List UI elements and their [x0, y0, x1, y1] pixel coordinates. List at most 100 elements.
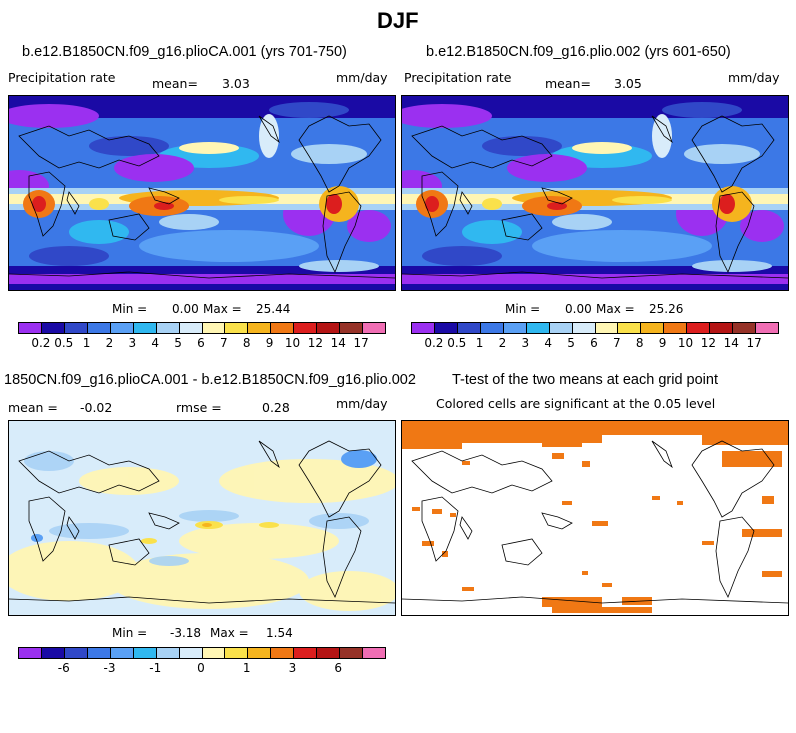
colorbar-cell — [549, 323, 573, 333]
panel3-mean-value: -0.02 — [80, 400, 113, 415]
colorbar-tick-label: 4 — [544, 336, 553, 350]
colorbar-tick-label: -6 — [57, 661, 70, 675]
panel1-title: b.e12.B1850CN.f09_g16.plioCA.001 (yrs 70… — [22, 44, 347, 60]
panel1-variable: Precipitation rate — [8, 70, 116, 85]
colorbar-tick-label: 10 — [677, 336, 694, 350]
colorbar-tick-label: 12 — [700, 336, 717, 350]
colorbar-tick-label: -3 — [103, 661, 116, 675]
colorbar-cell — [87, 323, 111, 333]
panel3-mean-label: mean = — [8, 400, 58, 415]
colorbar-tick-label: 2 — [498, 336, 507, 350]
colorbar-tick-label: 3 — [288, 661, 297, 675]
colorbar-cell — [133, 323, 157, 333]
panel2-title: b.e12.B1850CN.f09_g16.plio.002 (yrs 601-… — [426, 44, 731, 60]
colorbar-cell — [412, 323, 435, 333]
panel1-units: mm/day — [336, 70, 388, 85]
panel2-map — [401, 95, 789, 291]
colorbar-tick-label: 6 — [334, 661, 343, 675]
colorbar-tick-label: 5 — [567, 336, 575, 350]
colorbar-tick-label: -1 — [149, 661, 162, 675]
colorbar-cell — [133, 648, 157, 658]
panel1-mean-label: mean= — [152, 76, 198, 91]
panel3-rmse-value: 0.28 — [262, 400, 290, 415]
panel1-mean-value: 3.03 — [222, 76, 250, 91]
colorbar-tick-label: 9 — [658, 336, 667, 350]
colorbar-tick-label: 0 — [197, 661, 205, 675]
colorbar-tick-label: 1 — [82, 336, 91, 350]
colorbar-cell — [202, 648, 226, 658]
colorbar-cell — [503, 323, 527, 333]
colorbar-cell — [363, 648, 385, 658]
panel2-mean-label: mean= — [545, 76, 591, 91]
panel3-min-label: Min = — [112, 626, 148, 640]
panel4-map — [401, 420, 789, 616]
colorbar-tick-label: 17 — [353, 336, 369, 350]
colorbar-cell — [64, 648, 88, 658]
colorbar-tick-label: 4 — [151, 336, 160, 350]
colorbar-tick-label: 0.2 — [424, 336, 444, 350]
colorbar-cell — [641, 323, 665, 333]
panel2-max-value: 25.26 — [649, 302, 684, 316]
colorbar-cell — [317, 648, 341, 658]
panel3-max-value: 1.54 — [266, 626, 293, 640]
panel2-min-value: 0.00 — [565, 302, 592, 316]
panel3-map — [8, 420, 396, 616]
panel3-max-label: Max = — [210, 626, 249, 640]
colorbar-cell — [41, 648, 65, 658]
colorbar-tick-label: 7 — [613, 336, 621, 350]
colorbar-tick-label: 12 — [307, 336, 324, 350]
colorbar-tick-label: 10 — [284, 336, 301, 350]
colorbar-cell — [340, 648, 364, 658]
figure-title: DJF — [377, 8, 419, 33]
panel4-title: T-test of the two means at each grid poi… — [452, 372, 718, 388]
colorbar-cell — [756, 323, 778, 333]
colorbar-cell — [110, 323, 134, 333]
colorbar-cell — [225, 323, 249, 333]
panel2-units: mm/day — [728, 70, 780, 85]
colorbar-cell — [618, 323, 642, 333]
colorbar-tick-label: 3 — [128, 336, 137, 350]
colorbar-cell — [572, 323, 596, 333]
panel3-title: 1850CN.f09_g16.plioCA.001 - b.e12.B1850C… — [4, 372, 416, 388]
colorbar-tick-label: 3 — [521, 336, 530, 350]
colorbar-tick-label: 14 — [723, 336, 739, 350]
panel1-min-value: 0.00 — [172, 302, 199, 316]
colorbar-tick-label: 0.5 — [54, 336, 74, 350]
colorbar-cell — [480, 323, 504, 333]
colorbar-tick-label: 8 — [242, 336, 251, 350]
colorbar-tick-label: 9 — [265, 336, 274, 350]
panel4-significance-field — [402, 421, 788, 615]
colorbar-cell — [156, 323, 180, 333]
colorbar-cell — [733, 323, 757, 333]
panel3-rmse-label: rmse = — [176, 400, 222, 415]
colorbar-cell — [687, 323, 711, 333]
colorbar-tick-label: 2 — [105, 336, 114, 350]
panel2-max-label: Max = — [596, 302, 635, 316]
colorbar-cell — [87, 648, 111, 658]
colorbar-cell — [41, 323, 65, 333]
panel1-max-value: 25.44 — [256, 302, 291, 316]
colorbar-tick-label: 6 — [590, 336, 598, 350]
colorbar-cell — [110, 648, 134, 658]
colorbar-cell — [595, 323, 619, 333]
colorbar-tick-label: 14 — [330, 336, 346, 350]
colorbar-tick-label: 8 — [635, 336, 644, 350]
panel1-max-label: Max = — [203, 302, 242, 316]
panel4-subtitle: Colored cells are significant at the 0.0… — [436, 396, 716, 411]
colorbar-cell — [340, 323, 364, 333]
colorbar-cell — [664, 323, 688, 333]
panel2-colorbar — [411, 322, 779, 334]
colorbar-cell — [317, 323, 341, 333]
colorbar-cell — [271, 323, 295, 333]
colorbar-cell — [248, 648, 272, 658]
colorbar-tick-label: 0.5 — [447, 336, 467, 350]
colorbar-cell — [271, 648, 295, 658]
colorbar-tick-label: 7 — [220, 336, 228, 350]
panel3-colorbar — [18, 647, 386, 659]
colorbar-tick-label: 17 — [746, 336, 762, 350]
colorbar-cell — [248, 323, 272, 333]
colorbar-tick-label: 0.2 — [31, 336, 51, 350]
colorbar-cell — [294, 323, 318, 333]
panel1-min-label: Min = — [112, 302, 148, 316]
panel2-min-label: Min = — [505, 302, 541, 316]
